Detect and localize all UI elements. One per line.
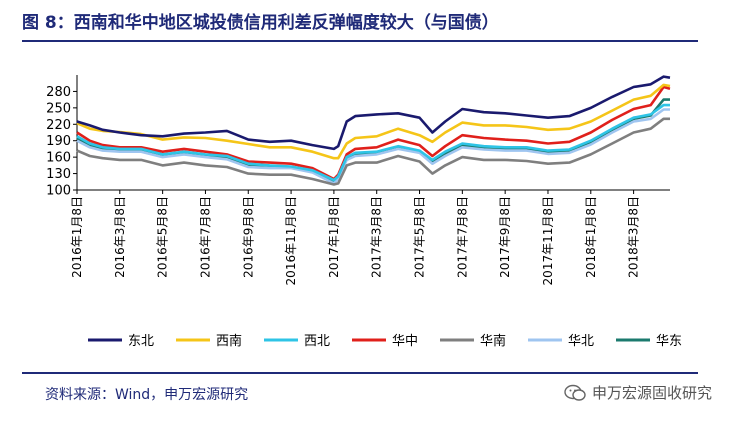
- legend-label: 华东: [656, 334, 682, 349]
- x-tick-label: 2017年1月8日: [327, 196, 341, 278]
- figure-title: 图 8：西南和华中地区城投债信用利差反弹幅度较大（与国债）: [22, 13, 499, 33]
- x-tick-label: 2017年5月8日: [413, 196, 427, 278]
- x-tick-label: 2016年7月8日: [198, 196, 212, 278]
- series-line-华南: [76, 117, 670, 186]
- x-tick-label: 2018年1月8日: [584, 196, 598, 278]
- series-line-华中: [76, 85, 671, 181]
- y-tick-label: 190: [46, 134, 71, 149]
- series-line-西南: [76, 83, 671, 160]
- source-divider: [22, 372, 698, 374]
- series-line-西北: [76, 103, 670, 182]
- y-tick-label: 280: [46, 85, 71, 100]
- legend-label: 东北: [128, 334, 154, 349]
- series-line-华北: [76, 108, 670, 185]
- x-tick-label: 2016年9月8日: [241, 196, 255, 278]
- x-tick-label: 2017年9月8日: [498, 196, 512, 278]
- y-tick-label: 250: [46, 101, 71, 116]
- legend-label: 华北: [568, 334, 594, 349]
- wechat-icon: [564, 384, 586, 401]
- x-tick-label: 2018年3月8日: [627, 196, 641, 278]
- legend-label: 华南: [480, 333, 506, 349]
- x-tick-label: 2017年7月8日: [455, 196, 469, 278]
- y-tick-label: 220: [46, 118, 71, 133]
- x-tick-label: 2016年11月8日: [284, 196, 298, 285]
- legend-label: 华中: [392, 334, 418, 349]
- y-tick-label: 160: [46, 151, 71, 166]
- x-tick-label: 2016年1月8日: [70, 196, 84, 278]
- x-tick-label: 2016年3月8日: [113, 196, 127, 278]
- legend-label: 西北: [304, 334, 330, 349]
- x-tick-label: 2016年5月8日: [156, 196, 170, 278]
- source-note: 资料来源：Wind，申万宏源研究: [45, 387, 249, 403]
- legend-label: 西南: [216, 333, 242, 349]
- x-tick-label: 2017年11月8日: [541, 196, 555, 285]
- chart-legend: 东北 西南 西北 华中 华南 华北 华东: [88, 333, 682, 349]
- y-tick-label: 100: [46, 184, 71, 199]
- title-divider: [22, 40, 698, 42]
- brand-watermark: 申万宏源固收研究: [564, 382, 712, 403]
- chart-series: [76, 75, 671, 186]
- series-line-东北: [76, 75, 671, 151]
- y-tick-label: 130: [46, 167, 71, 182]
- x-tick-label: 2017年3月8日: [370, 196, 384, 278]
- brand-name: 申万宏源固收研究: [591, 384, 712, 402]
